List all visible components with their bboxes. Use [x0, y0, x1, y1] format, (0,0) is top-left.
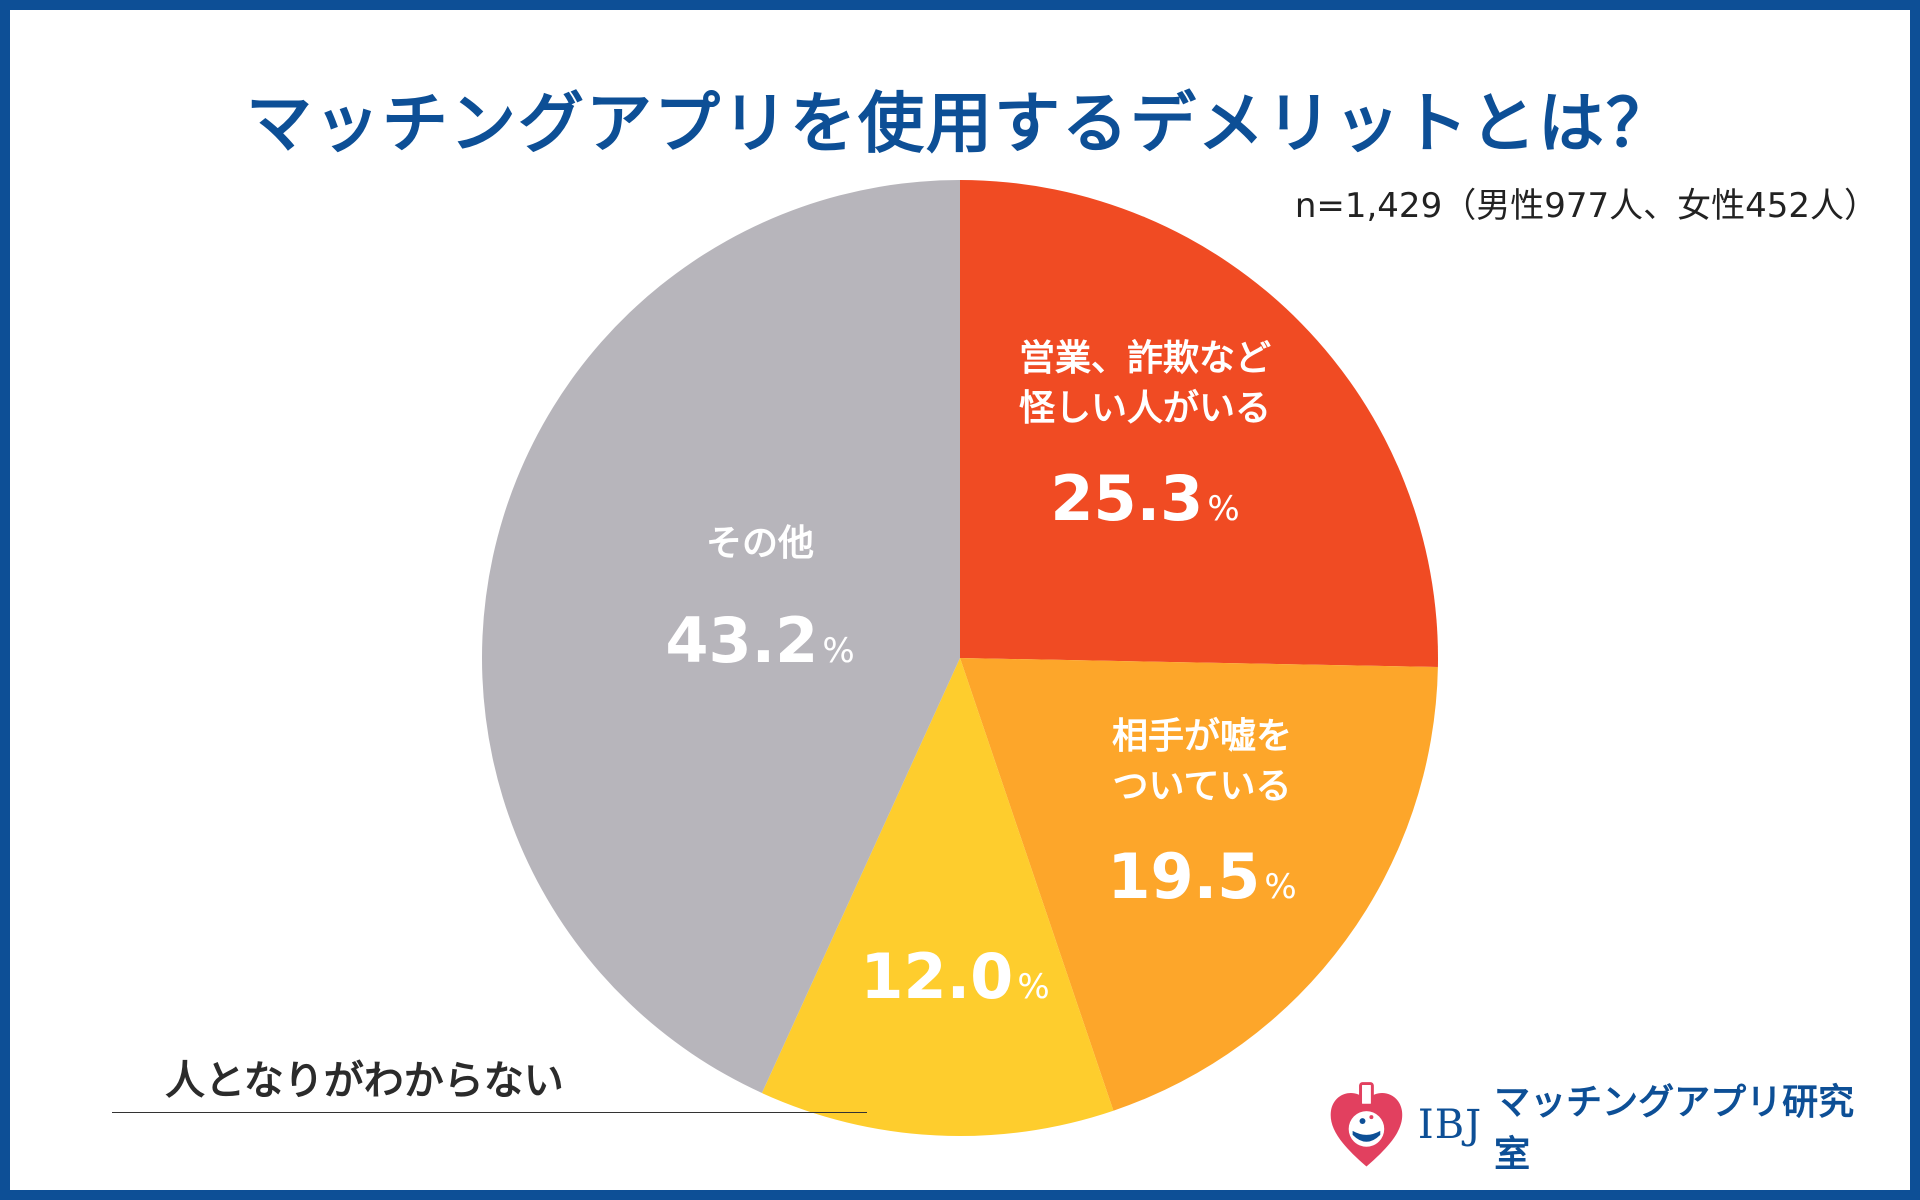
sample-size-note: n=1,429（男性977人、女性452人） — [1294, 186, 1878, 226]
slice-label-callout: 人となりがわからない — [165, 1058, 564, 1104]
callout-line — [112, 1112, 867, 1113]
pie-slice-3 — [761, 658, 1114, 1136]
brand-name-text: マッチングアプリ研究室 — [1494, 1082, 1855, 1175]
slice-value-2: 19.5% — [1107, 840, 1296, 913]
brand-block: IBJ マッチングアプリ研究室 — [1325, 1070, 1885, 1180]
slice-label-1-line-1: 営業、詐欺など — [1019, 338, 1271, 379]
slice-label-2-line-2: ついている — [1113, 766, 1292, 807]
slice-label-4-line-1: その他 — [706, 523, 814, 564]
slice-label-1-line-2: 怪しい人がいる — [1019, 388, 1271, 429]
pie-slice-1 — [960, 180, 1438, 668]
pie-slice-2 — [960, 658, 1438, 1111]
chart-title: マッチングアプリを使用するデメリットとは？ — [246, 85, 1674, 162]
brand-ibj-text: IBJ — [1417, 1102, 1483, 1148]
slice-value-4: 43.2% — [665, 604, 854, 677]
slice-label-2-line-1: 相手が嘘を — [1112, 716, 1292, 757]
heart-flask-logo-icon — [1330, 1082, 1403, 1167]
slice-value-3: 12.0% — [860, 940, 1049, 1013]
slice-value-1: 25.3% — [1050, 462, 1239, 535]
pie-slice-4 — [482, 180, 960, 1094]
